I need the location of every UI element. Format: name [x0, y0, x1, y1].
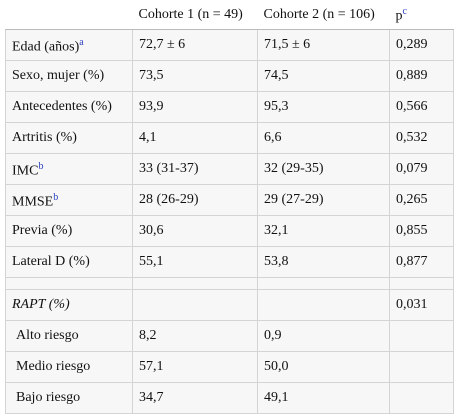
value-cell — [389, 351, 454, 383]
table-row: RAPT (%) 0,031 — [5, 289, 454, 321]
table-row: Edad (años)a 72,7 ± 6 71,5 ± 6 0,289 — [5, 29, 454, 61]
row-label: Sexo, mujer (%) — [5, 60, 133, 92]
row-label: Antecedentes (%) — [5, 91, 133, 123]
header-row: Cohorte 1 (n = 49) Cohorte 2 (n = 106) p… — [5, 0, 454, 30]
label-text: Lateral D (%) — [12, 254, 90, 269]
value-cell: 8,2 — [132, 320, 258, 352]
value-cell: 0,079 — [389, 153, 454, 185]
value-cell: 0,889 — [389, 60, 454, 92]
table-row: Previa (%) 30,6 32,1 0,855 — [5, 215, 454, 247]
label-text: Bajo riesgo — [16, 390, 81, 405]
label-text: Sexo, mujer (%) — [12, 68, 105, 83]
row-label: Edad (años)a — [5, 29, 133, 61]
label-text: Alto riesgo — [16, 328, 79, 343]
value-cell: 50,0 — [257, 351, 390, 383]
value-cell: 95,3 — [257, 91, 390, 123]
value-cell: 32,1 — [257, 215, 390, 247]
value-cell: 71,5 ± 6 — [257, 29, 390, 61]
label-text: Artritis (%) — [12, 130, 77, 145]
p-header: p — [395, 8, 403, 24]
spacer-cell — [257, 277, 390, 290]
value-cell: 30,6 — [132, 215, 258, 247]
value-cell: 34,7 — [132, 382, 258, 414]
label-text: MMSE — [12, 194, 54, 210]
table-row: Antecedentes (%) 93,9 95,3 0,566 — [5, 91, 454, 123]
table-row: MMSEb 28 (26-29) 29 (27-29) 0,265 — [5, 184, 454, 216]
header-cell — [5, 0, 133, 30]
row-label: RAPT (%) — [5, 289, 133, 321]
table-row: IMCb 33 (31-37) 32 (29-35) 0,079 — [5, 153, 454, 185]
label-text: RAPT (%) — [12, 297, 70, 312]
label-text: Medio riesgo — [16, 359, 91, 374]
value-cell: 53,8 — [257, 246, 390, 278]
value-cell: 74,5 — [257, 60, 390, 92]
header-cell: pc — [389, 0, 454, 30]
value-cell: 72,7 ± 6 — [132, 29, 258, 61]
row-label: Medio riesgo — [5, 351, 133, 383]
value-cell: 0,532 — [389, 122, 454, 154]
table-row: Alto riesgo 8,2 0,9 — [5, 320, 454, 352]
row-label: Artritis (%) — [5, 122, 133, 154]
spacer-row — [5, 277, 454, 290]
data-table: Cohorte 1 (n = 49) Cohorte 2 (n = 106) p… — [5, 0, 454, 414]
value-cell: 0,265 — [389, 184, 454, 216]
label-text: Antecedentes (%) — [12, 99, 112, 114]
label-text: Previa (%) — [12, 223, 73, 238]
value-cell — [257, 289, 390, 321]
row-label: Bajo riesgo — [5, 382, 133, 414]
row-label: Alto riesgo — [5, 320, 133, 352]
table-row: Sexo, mujer (%) 73,5 74,5 0,889 — [5, 60, 454, 92]
value-cell: 0,289 — [389, 29, 454, 61]
spacer-cell — [389, 277, 454, 290]
value-cell: 29 (27-29) — [257, 184, 390, 216]
table-row: Artritis (%) 4,1 6,6 0,532 — [5, 122, 454, 154]
label-text: Edad (años) — [12, 39, 80, 55]
spacer-cell — [5, 277, 133, 290]
value-cell: 6,6 — [257, 122, 390, 154]
spacer-cell — [132, 277, 258, 290]
row-label: Lateral D (%) — [5, 246, 133, 278]
value-cell — [132, 289, 258, 321]
value-cell: 55,1 — [132, 246, 258, 278]
value-cell: 4,1 — [132, 122, 258, 154]
table-row: Bajo riesgo 34,7 49,1 — [5, 382, 454, 414]
value-cell: 49,1 — [257, 382, 390, 414]
value-cell: 0,031 — [389, 289, 454, 321]
value-cell: 32 (29-35) — [257, 153, 390, 185]
footnote-link[interactable]: b — [38, 160, 44, 172]
value-cell — [389, 320, 454, 352]
value-cell — [389, 382, 454, 414]
table-row: Lateral D (%) 55,1 53,8 0,877 — [5, 246, 454, 278]
row-label: Previa (%) — [5, 215, 133, 247]
value-cell: 0,855 — [389, 215, 454, 247]
value-cell: 0,877 — [389, 246, 454, 278]
row-label: IMCb — [5, 153, 133, 185]
value-cell: 93,9 — [132, 91, 258, 123]
value-cell: 57,1 — [132, 351, 258, 383]
row-label: MMSEb — [5, 184, 133, 216]
value-cell: 0,9 — [257, 320, 390, 352]
footnote-link[interactable]: a — [79, 36, 84, 48]
table-row: Medio riesgo 57,1 50,0 — [5, 351, 454, 383]
label-text: IMC — [12, 163, 39, 179]
header-cell: Cohorte 1 (n = 49) — [132, 0, 258, 30]
header-cell: Cohorte 2 (n = 106) — [257, 0, 390, 30]
value-cell: 28 (26-29) — [132, 184, 258, 216]
footnote-link[interactable]: c — [402, 6, 407, 18]
value-cell: 73,5 — [132, 60, 258, 92]
value-cell: 33 (31-37) — [132, 153, 258, 185]
value-cell: 0,566 — [389, 91, 454, 123]
footnote-link[interactable]: b — [53, 191, 59, 203]
